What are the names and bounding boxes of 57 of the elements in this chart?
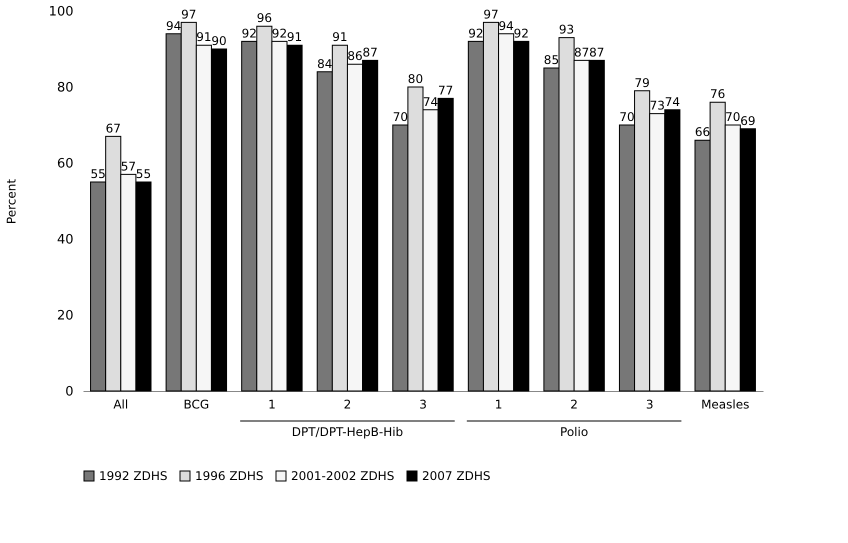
text: Polio	[560, 425, 588, 439]
data-label: 92	[272, 26, 288, 40]
data-label: 55	[136, 167, 152, 181]
x-tick-label: 3	[419, 398, 427, 412]
data-label: 97	[181, 7, 196, 22]
data-label: 77	[438, 83, 454, 98]
data-label: 87	[362, 45, 378, 60]
data-label: 93	[558, 22, 574, 37]
data-label: 85	[544, 53, 560, 67]
y-tick-label: 20	[56, 308, 74, 324]
data-label: 67	[106, 121, 121, 136]
data-label: 94	[498, 18, 514, 33]
data-label: 87	[574, 45, 590, 60]
y-tick-label: 100	[48, 4, 74, 20]
x-tick-label: 2	[344, 398, 352, 412]
data-label: 91	[196, 30, 212, 44]
data-label: 96	[256, 11, 272, 26]
x-tick-label: 3	[646, 398, 654, 412]
data-label: 66	[694, 125, 710, 140]
data-label: 73	[650, 98, 665, 113]
data-label: 86	[347, 49, 363, 64]
data-label: 91	[286, 30, 302, 44]
data-label: 70	[392, 110, 408, 124]
text: DPT/DPT-HepB-Hib	[292, 425, 404, 439]
data-label: 74	[664, 94, 680, 109]
legend-label: 1996 ZDHS	[195, 469, 264, 483]
data-label: 69	[740, 114, 756, 128]
data-label: 80	[408, 72, 424, 86]
y-tick-label: 80	[56, 80, 74, 96]
data-label: 97	[483, 7, 499, 22]
data-label: 79	[634, 76, 650, 90]
data-label: 76	[710, 87, 726, 102]
legend-label: 1992 ZDHS	[99, 469, 168, 483]
data-label: 57	[120, 159, 136, 174]
y-tick-label: 0	[65, 384, 74, 400]
x-tick-label: Measles	[701, 398, 750, 412]
data-label: 70	[725, 110, 740, 124]
data-label: 92	[514, 26, 529, 40]
y-axis-title: Percent	[4, 178, 19, 224]
data-label: 55	[90, 167, 106, 181]
legend-label: 2001-2002 ZDHS	[291, 469, 394, 483]
data-label: 84	[317, 56, 332, 71]
y-tick-label: 60	[56, 156, 74, 172]
data-label: 87	[589, 45, 604, 60]
x-tick-label: All	[113, 398, 128, 412]
data-label: 90	[211, 34, 227, 48]
x-tick-label: BCG	[183, 398, 210, 412]
x-tick-label: 2	[570, 398, 578, 412]
data-label: 92	[242, 26, 257, 40]
y-tick-label: 40	[56, 232, 74, 248]
x-tick-label: 1	[268, 398, 276, 412]
data-label: 70	[619, 110, 635, 124]
legend-label: 2007 ZDHS	[422, 469, 490, 483]
x-tick-label: 1	[494, 398, 502, 412]
data-label: 92	[468, 26, 484, 40]
data-label: 74	[422, 94, 438, 109]
data-label: 91	[332, 30, 348, 44]
